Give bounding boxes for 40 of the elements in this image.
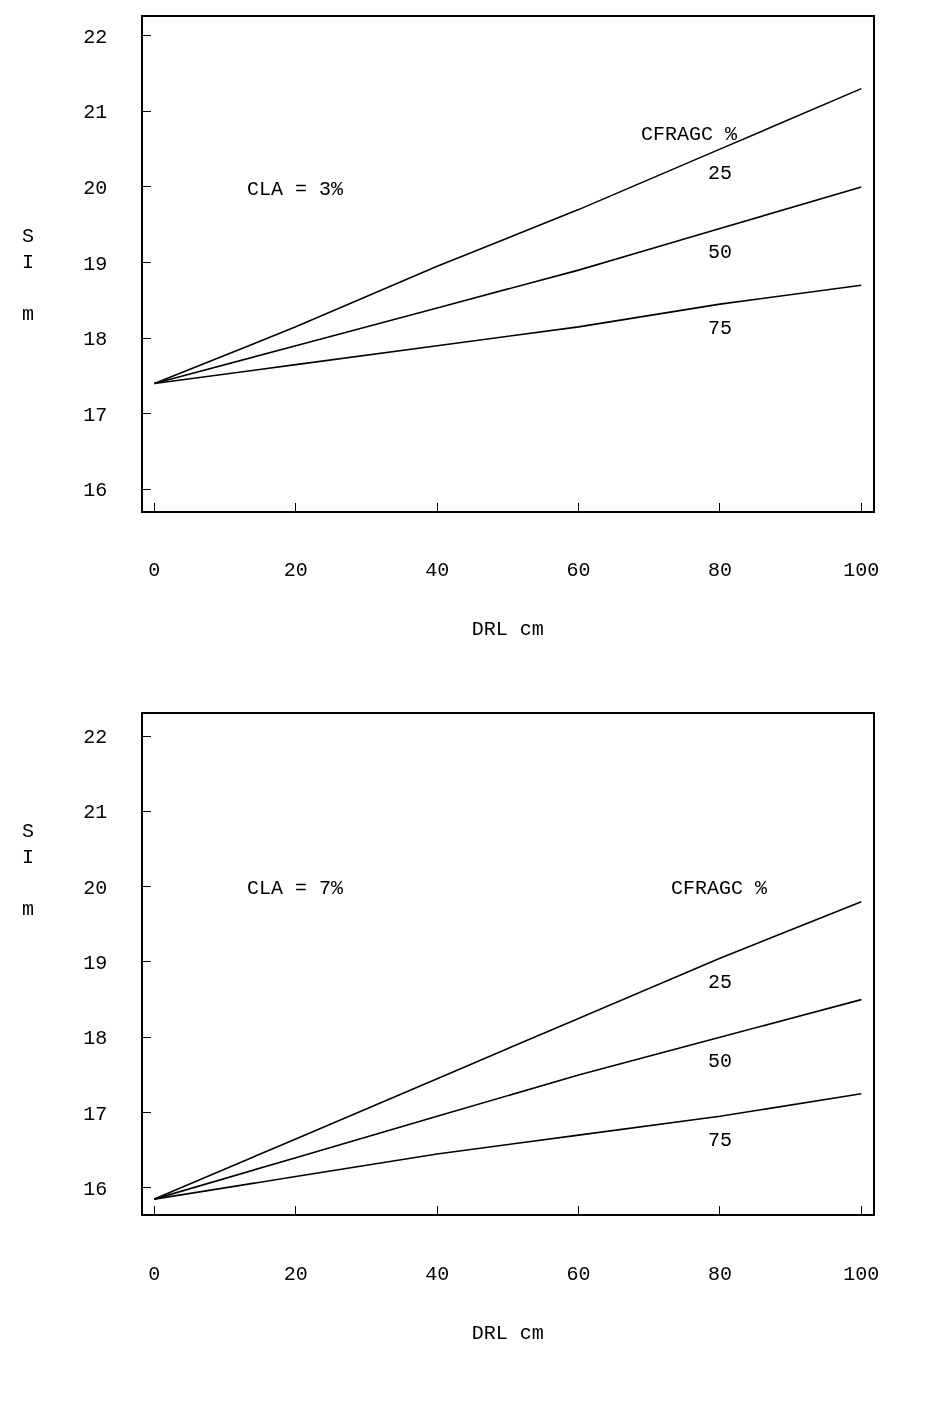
- y-tick-label: 22: [83, 726, 108, 750]
- series-label: 50: [708, 1050, 733, 1073]
- y-tick-label: 17: [83, 403, 108, 427]
- x-axis-title: DRL cm: [471, 1321, 544, 1345]
- x-tick-label: 80: [707, 1262, 732, 1286]
- series-label: 25: [708, 162, 733, 185]
- x-tick-label: 0: [148, 559, 161, 583]
- y-tick-label: 21: [83, 801, 108, 825]
- y-tick-label: 20: [83, 876, 108, 900]
- y-tick-label: 18: [83, 1027, 108, 1051]
- x-tick-label: 20: [283, 1262, 308, 1286]
- y-tick-label: 20: [83, 176, 108, 200]
- y-tick-label: 21: [83, 101, 108, 125]
- y-tick-label: 22: [83, 25, 108, 49]
- y-tick-label: 18: [83, 328, 108, 352]
- annotation: CFRAGC %: [641, 123, 739, 146]
- y-tick-label: 19: [83, 951, 108, 975]
- y-tick-label: 16: [83, 479, 108, 503]
- text: SI m: [22, 225, 35, 326]
- y-tick-label: 17: [83, 1102, 108, 1126]
- series-label: 50: [708, 241, 733, 264]
- x-tick-label: 100: [843, 1262, 880, 1286]
- x-tick-label: 20: [283, 559, 308, 583]
- series-label: 75: [708, 1129, 733, 1152]
- x-tick-label: 60: [566, 559, 591, 583]
- x-tick-label: 0: [148, 1262, 161, 1286]
- text: SI m: [22, 820, 35, 921]
- annotation: CLA = 3%: [247, 178, 345, 201]
- x-tick-label: 80: [707, 559, 732, 583]
- x-axis-title: DRL cm: [471, 618, 544, 642]
- x-tick-label: 40: [425, 559, 450, 583]
- series-label: 75: [708, 317, 733, 340]
- y-tick-label: 19: [83, 252, 108, 276]
- x-tick-label: 40: [425, 1262, 450, 1286]
- x-tick-label: 100: [843, 559, 880, 583]
- y-tick-label: 16: [83, 1177, 108, 1201]
- annotation: CLA = 7%: [247, 877, 345, 900]
- x-tick-label: 60: [566, 1262, 591, 1286]
- series-label: 25: [708, 971, 733, 994]
- annotation: CFRAGC %: [671, 877, 769, 900]
